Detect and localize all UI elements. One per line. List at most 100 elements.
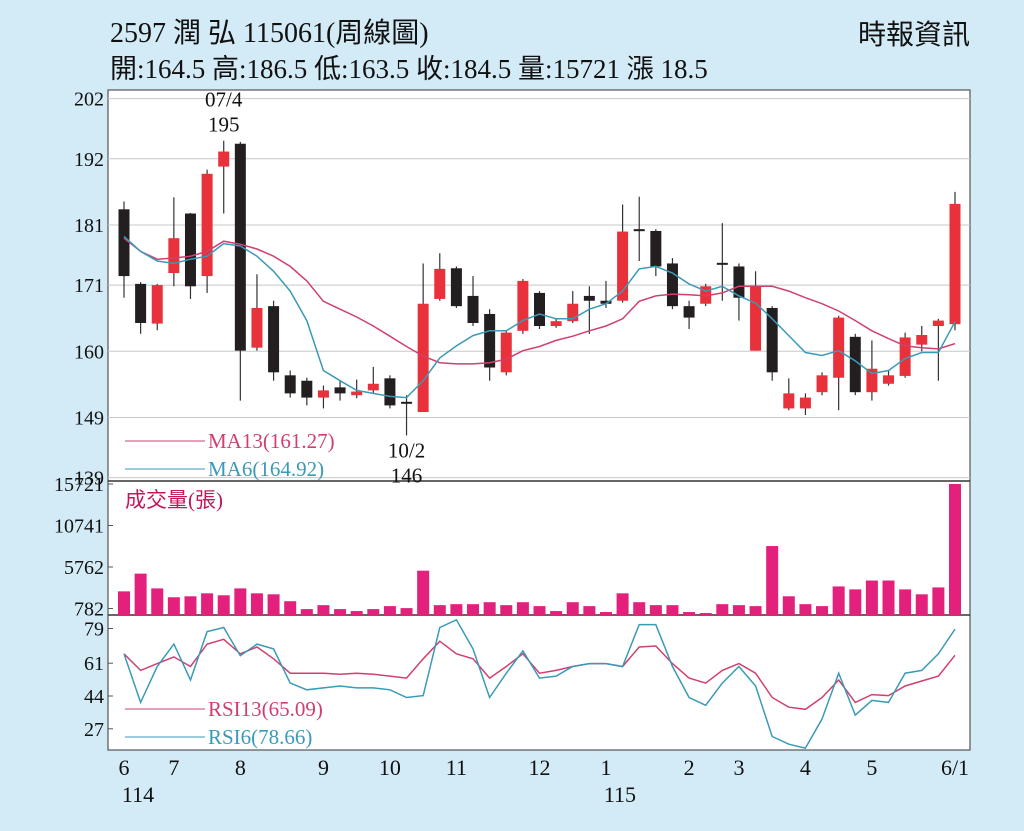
candle-body <box>401 401 413 404</box>
candle-body <box>733 266 745 298</box>
bar <box>533 606 546 615</box>
candle-body <box>716 262 728 265</box>
candle-body <box>317 390 329 398</box>
candle-body <box>783 393 795 409</box>
bar <box>699 613 712 615</box>
bar <box>749 606 762 615</box>
candle-body <box>417 303 429 413</box>
volume-title: 成交量(張) <box>125 488 223 512</box>
candle-body <box>201 173 213 277</box>
bar <box>400 608 413 615</box>
candle-body <box>883 375 895 384</box>
x-tick-label: 12 <box>529 755 551 780</box>
candle-body <box>467 295 479 323</box>
x-tick-label: 3 <box>733 755 744 780</box>
bar <box>167 597 180 615</box>
bar <box>217 595 230 615</box>
candle-body <box>168 238 180 274</box>
annotation-date: 07/4 <box>205 88 243 112</box>
bar <box>367 609 380 615</box>
y-tick-label: 27 <box>84 719 104 741</box>
candle-body <box>932 320 944 327</box>
candle-body <box>234 143 246 351</box>
annotation-value: 146 <box>391 463 423 487</box>
chart-subtitle: 開:164.5 高:186.5 低:163.5 收:184.5 量:15721 … <box>110 54 708 84</box>
bar <box>483 602 496 615</box>
legend-label: MA6(164.92) <box>208 457 324 481</box>
candle-body <box>534 292 545 327</box>
candle-body <box>384 378 396 406</box>
candle-body <box>517 280 529 331</box>
candle-body <box>633 229 645 232</box>
bar <box>317 605 330 615</box>
candle-body <box>666 263 678 307</box>
line <box>123 235 956 399</box>
candle-body <box>450 268 462 307</box>
candle-body <box>118 209 130 277</box>
y-tick-label: 15721 <box>54 474 104 496</box>
annotation-value: 195 <box>208 113 240 137</box>
y-tick-label: 160 <box>74 341 104 363</box>
bar <box>599 612 612 615</box>
x-tick-label: 2 <box>684 755 695 780</box>
candle-body <box>617 231 629 301</box>
line <box>123 237 956 365</box>
bar <box>816 606 829 615</box>
x-tick-label: 1 <box>600 755 611 780</box>
candle-body <box>683 306 695 318</box>
candle-body <box>899 337 911 376</box>
bar <box>201 593 214 615</box>
legend-label: RSI13(65.09) <box>208 697 323 721</box>
x-year-label: 114 <box>122 782 154 807</box>
candle-body <box>550 321 562 327</box>
bar <box>500 605 513 615</box>
y-tick-label: 139 <box>74 468 104 490</box>
candle-body <box>484 313 496 368</box>
bar <box>134 573 147 615</box>
y-tick-label: 782 <box>74 598 104 620</box>
bar <box>184 596 197 615</box>
bar <box>151 588 164 615</box>
bar <box>583 606 596 615</box>
x-tick-label: 7 <box>168 755 179 780</box>
bar <box>949 483 961 615</box>
bar <box>633 602 646 615</box>
candle-body <box>799 397 811 409</box>
candle-body <box>351 391 363 396</box>
candle-body <box>251 307 263 348</box>
y-tick-label: 192 <box>74 149 104 171</box>
bar <box>250 593 263 615</box>
bar <box>865 580 878 615</box>
bar <box>766 546 779 615</box>
candle-body <box>849 336 861 393</box>
x-tick-label: 10 <box>379 755 401 780</box>
candle-body <box>766 307 778 373</box>
x-tick-label: 6 <box>119 755 130 780</box>
candle-body <box>434 268 446 299</box>
candle-body <box>750 286 762 351</box>
candle-body <box>268 306 280 373</box>
candle-body <box>583 295 595 301</box>
bar <box>782 596 795 615</box>
bar <box>915 594 928 615</box>
x-tick-label: 6/1 <box>941 755 969 780</box>
chart-title: 2597 潤 弘 115061(周線圖) <box>110 17 429 49</box>
candle-body <box>151 285 163 324</box>
y-tick-label: 149 <box>74 407 104 429</box>
bar <box>932 587 945 615</box>
legend-label: RSI6(78.66) <box>208 725 312 749</box>
x-year-label: 115 <box>604 782 636 807</box>
candle-body <box>833 317 845 378</box>
bar <box>450 604 463 615</box>
bar <box>417 570 430 615</box>
bar <box>716 604 729 615</box>
y-tick-label: 44 <box>84 686 104 708</box>
y-tick-label: 61 <box>84 653 104 675</box>
line <box>123 618 956 749</box>
bar <box>799 604 812 615</box>
y-tick-label: 10741 <box>54 515 104 537</box>
legend-label: MA13(161.27) <box>208 429 335 453</box>
bar <box>566 602 579 615</box>
